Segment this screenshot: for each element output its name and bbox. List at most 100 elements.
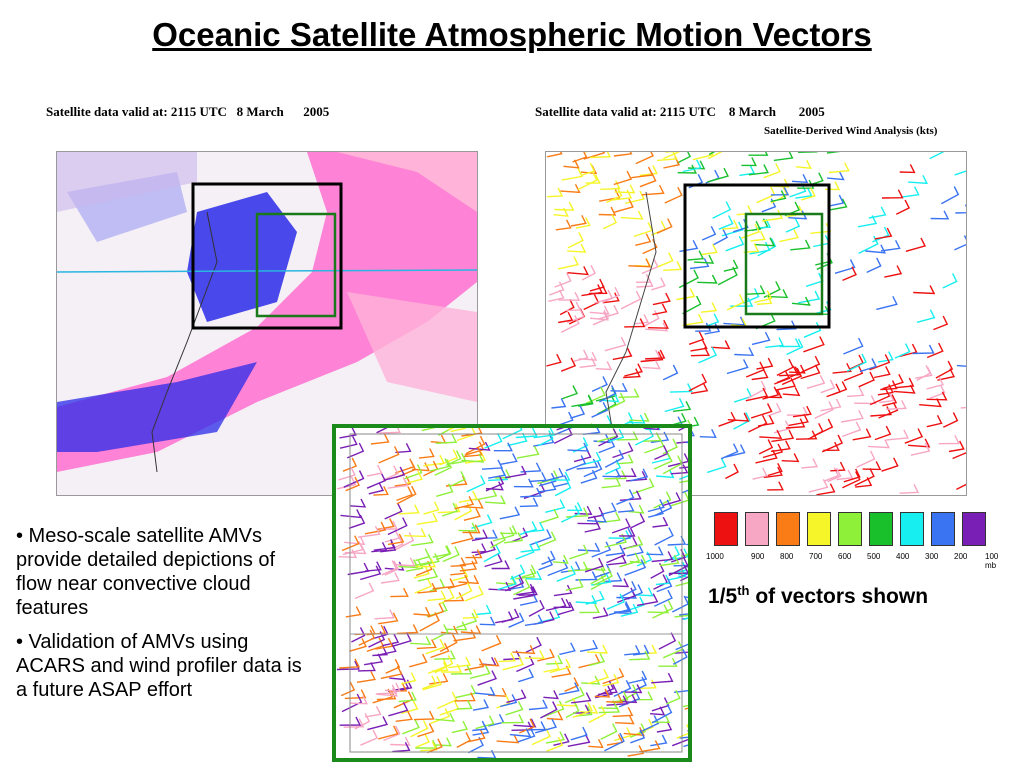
wind-barb-mark (450, 665, 473, 675)
wind-barb-mark (767, 481, 784, 491)
wind-barb-mark (865, 244, 887, 254)
zoom-inset-graphic (336, 428, 688, 758)
wind-barb-mark (830, 198, 848, 211)
wind-barb-mark (451, 720, 469, 734)
wind-barb-mark (617, 694, 638, 704)
wind-barb-mark (690, 382, 709, 395)
wind-barb-mark (878, 401, 899, 419)
wind-barb-mark (669, 383, 693, 393)
wind-barb-mark (546, 711, 564, 721)
wind-barb-mark (741, 157, 757, 167)
wind-barb-mark (481, 634, 502, 652)
wind-barb-mark (595, 361, 613, 371)
wind-barb-mark (477, 670, 497, 686)
wind-barb-mark (396, 624, 419, 635)
wind-barb-mark (654, 527, 674, 546)
wind-barb-mark (553, 428, 573, 445)
wind-barb-mark (429, 578, 446, 592)
wind-barb-mark (616, 467, 637, 478)
legend-level-label: 400 (896, 552, 910, 561)
wind-barb-mark (533, 428, 555, 439)
wind-barb-mark (650, 706, 666, 716)
wind-barb-mark (776, 365, 799, 384)
wind-barb-mark (394, 475, 412, 487)
vector-fraction-note: 1/5th of vectors shown (708, 583, 928, 609)
page-title: Oceanic Satellite Atmospheric Motion Vec… (152, 16, 872, 53)
wind-barb-mark (402, 719, 420, 735)
wind-barb-mark (439, 634, 458, 653)
wind-barb-mark (461, 428, 483, 437)
wind-barb-mark (614, 198, 634, 213)
wind-barb-mark (546, 353, 562, 367)
wind-barb-mark (680, 576, 688, 582)
wind-barb-mark (559, 642, 576, 656)
wind-barb-mark (754, 290, 773, 304)
wind-barb-mark (880, 239, 901, 252)
wind-barb-mark (806, 374, 826, 389)
wind-barb-mark (810, 222, 832, 234)
wind-barb-mark (553, 733, 570, 746)
wind-barb-mark (441, 502, 459, 517)
wind-barb-mark (439, 449, 459, 466)
wind-barb-mark (650, 734, 668, 747)
wind-barb-mark (886, 429, 909, 441)
wind-barb-mark (656, 218, 673, 234)
wind-barb-mark (436, 691, 458, 710)
wind-barb-mark (954, 235, 966, 251)
wind-barb-mark (952, 443, 966, 460)
wind-barb-mark (565, 455, 587, 472)
wind-barb-mark (378, 612, 399, 625)
wind-barb-mark (602, 292, 620, 304)
wind-barb-mark (542, 467, 565, 483)
wind-barb-mark (899, 483, 920, 494)
wind-barb-mark (712, 201, 732, 219)
wind-barb-mark (554, 201, 575, 211)
wind-barb-mark (618, 580, 637, 599)
wind-barb-mark (422, 676, 443, 691)
wind-barb-mark (608, 530, 632, 540)
wind-barb-mark (588, 738, 604, 749)
wind-barb-mark (529, 471, 547, 483)
wind-barb-mark (560, 357, 577, 372)
wind-barb-mark (465, 435, 486, 455)
wind-barb-mark (540, 508, 559, 524)
wind-barb-mark (767, 402, 782, 417)
wind-barb-mark (354, 582, 375, 600)
wind-barb-mark (960, 406, 966, 409)
wind-barb-mark (346, 442, 365, 459)
wind-barb-mark (645, 322, 669, 332)
wind-barb-mark (795, 159, 812, 170)
wind-barb-mark (450, 428, 466, 433)
wind-barb-mark (701, 225, 717, 241)
wind-barb-mark (697, 274, 718, 284)
wind-barb-mark (519, 593, 539, 606)
wind-barb-mark (510, 564, 526, 580)
wind-barb-mark (726, 359, 749, 375)
wind-barb-mark (894, 343, 911, 359)
wind-barb-mark (866, 257, 882, 274)
wind-barb-mark (340, 509, 362, 519)
wind-barb-mark (869, 354, 891, 371)
wind-barb-mark (756, 294, 773, 305)
wind-barb-mark (558, 291, 581, 301)
wind-barb-mark (604, 470, 627, 480)
wind-barb-mark (398, 504, 420, 515)
wind-barb-mark (567, 561, 589, 572)
wind-barb-mark (441, 663, 463, 673)
wind-barb-mark (750, 230, 766, 242)
wind-barb-mark (445, 621, 468, 631)
wind-barb-mark (598, 703, 621, 714)
wind-barb-mark (337, 476, 357, 490)
wind-barb-mark (895, 199, 911, 215)
wind-barb-mark (752, 467, 768, 480)
wind-barb-mark (690, 346, 710, 357)
right-panel-subcaption: Satellite-Derived Wind Analysis (kts) (764, 125, 938, 137)
wind-barb-mark (434, 650, 456, 660)
wind-barb-mark (366, 464, 383, 477)
wind-barb-mark (651, 551, 674, 563)
wind-barb-mark (619, 527, 636, 537)
wind-barb-mark (573, 349, 589, 362)
wind-barb-mark (926, 414, 943, 428)
wind-barb-mark (523, 521, 545, 533)
wind-barb-mark (545, 499, 566, 513)
